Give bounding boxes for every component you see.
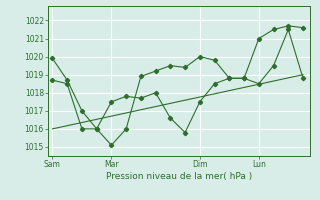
X-axis label: Pression niveau de la mer( hPa ): Pression niveau de la mer( hPa ) xyxy=(106,172,252,181)
